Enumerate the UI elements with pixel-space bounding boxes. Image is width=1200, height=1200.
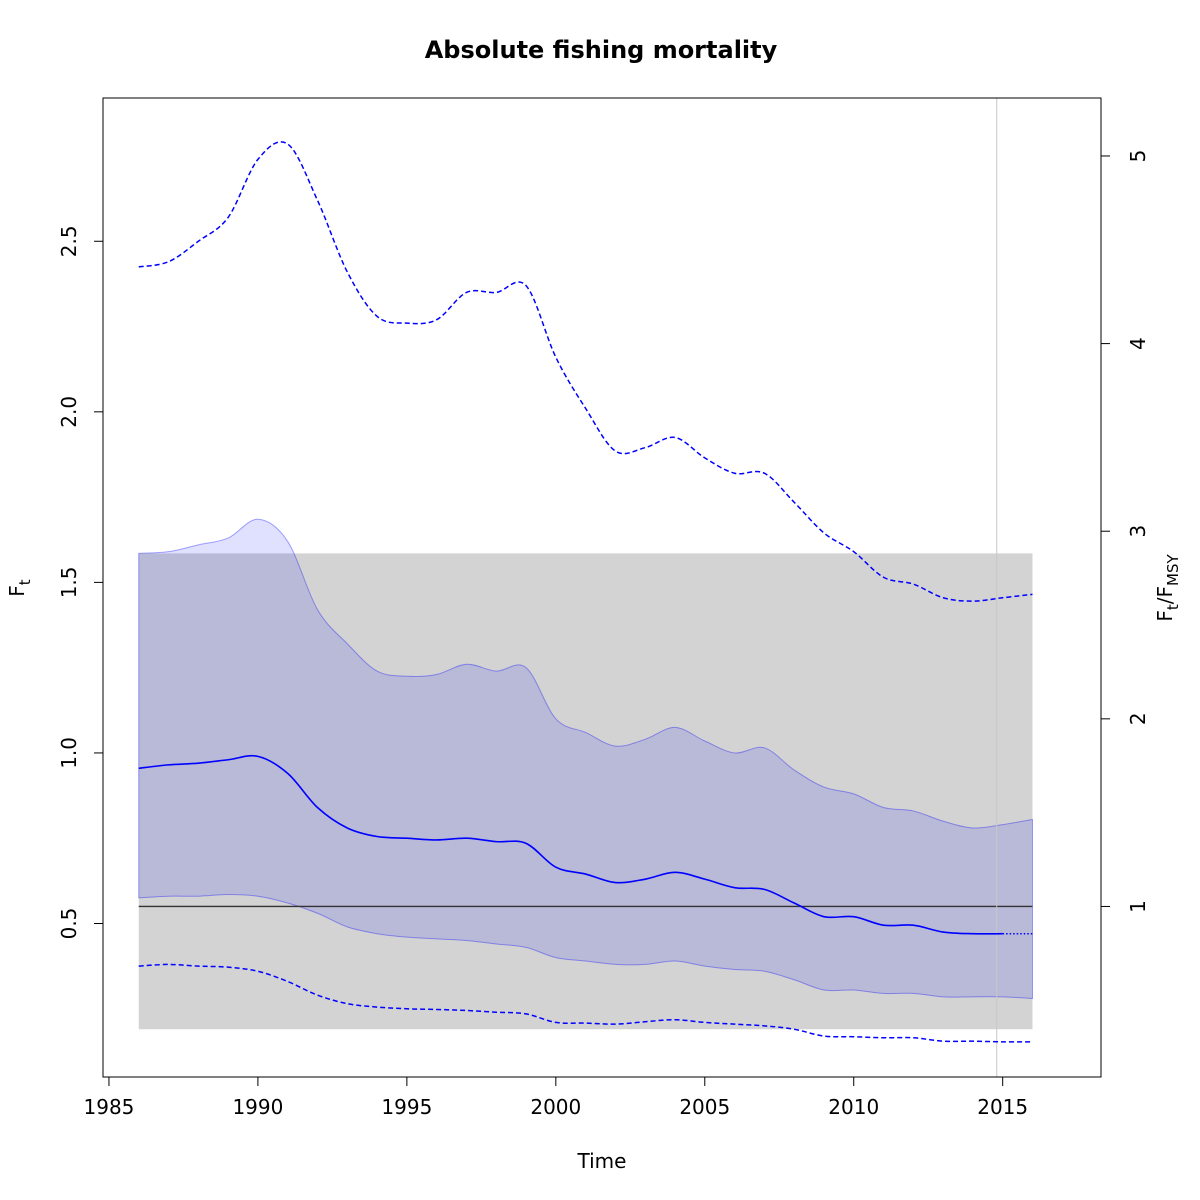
y2-label-num-sub: t — [1164, 604, 1182, 610]
y2-tick-label: 4 — [1126, 337, 1150, 350]
y-tick-label: 1.0 — [57, 737, 81, 769]
estimate-line — [138, 754, 1003, 935]
y2-axis: 1 2 3 4 5 — [1101, 150, 1150, 913]
x-tick-label: 2000 — [530, 1095, 581, 1119]
y2-tick-label: 1 — [1126, 900, 1150, 913]
y-axis-label-main: F — [5, 585, 29, 597]
y-tick-label: 0.5 — [57, 908, 81, 940]
x-axis: 1985 1990 1995 2000 2005 2010 2015 — [84, 1077, 1028, 1119]
chart-title: Absolute fishing mortality — [425, 36, 778, 64]
confidence-band — [138, 518, 1033, 1000]
x-tick-label: 1985 — [84, 1095, 135, 1119]
y2-tick-label: 5 — [1126, 150, 1150, 163]
x-tick-label: 1990 — [232, 1095, 283, 1119]
y-axis-label: Ft — [5, 579, 34, 597]
y-tick-label: 2.0 — [57, 396, 81, 428]
y2-axis-label: Ft/FMSY — [1153, 554, 1182, 622]
y2-label-sep: /F — [1153, 586, 1177, 604]
x-tick-label: 2015 — [977, 1095, 1028, 1119]
reference-band — [138, 553, 1033, 1030]
y2-label-den-sub: MSY — [1164, 554, 1182, 586]
y2-tick-label: 2 — [1126, 712, 1150, 725]
x-tick-label: 1995 — [381, 1095, 432, 1119]
x-axis-label: Time — [577, 1149, 627, 1173]
plot-frame — [102, 97, 1102, 1078]
x-tick-label: 2005 — [679, 1095, 730, 1119]
y-axis-label-sub: t — [16, 579, 34, 585]
y-axis: 0.5 1.0 1.5 2.0 2.5 — [57, 225, 103, 939]
y2-tick-label: 3 — [1126, 525, 1150, 538]
x-tick-label: 2010 — [828, 1095, 879, 1119]
y-tick-label: 1.5 — [57, 566, 81, 598]
upper-dashed-line — [138, 141, 1033, 602]
lower-dashed-line — [138, 963, 1033, 1043]
y2-label-num: F — [1153, 610, 1177, 622]
y-tick-label: 2.5 — [57, 225, 81, 257]
plot-area — [138, 98, 1033, 1077]
